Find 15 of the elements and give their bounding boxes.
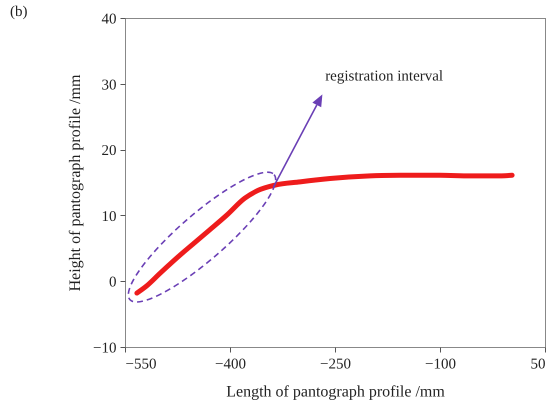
- chart-title: (b): [10, 4, 28, 20]
- y-tick-label: 0: [109, 274, 116, 291]
- x-tick-label: −250: [320, 356, 351, 372]
- y-tick-label: 20: [102, 143, 116, 160]
- x-axis-title: Length of pantograph profile /mm: [226, 384, 446, 400]
- x-tick-label: −100: [425, 356, 456, 372]
- x-tick-label: −550: [126, 356, 156, 372]
- y-tick-label: 10: [102, 208, 116, 225]
- y-tick-label: 40: [102, 12, 116, 28]
- y-axis-title: Height of pantograph profile /mm: [67, 74, 84, 292]
- annotation: registration interval: [325, 68, 444, 85]
- y-tick-label: −10: [93, 340, 116, 356]
- x-tick-label: −400: [215, 356, 246, 372]
- x-tick-label: 50: [530, 356, 546, 372]
- y-tick-label: 30: [102, 77, 116, 94]
